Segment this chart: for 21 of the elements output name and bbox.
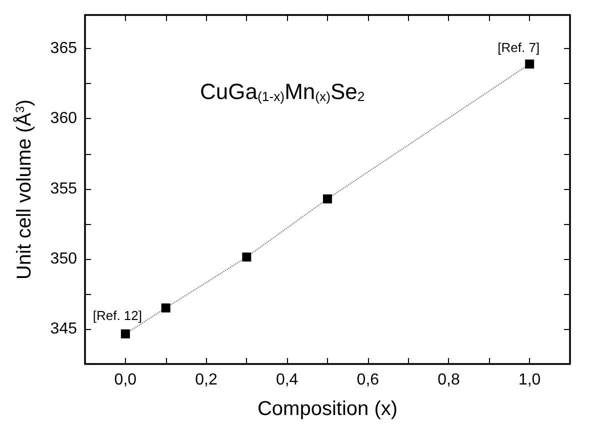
text: CuGa(1-x)Mn(x)Se2 xyxy=(200,78,365,104)
x-axis-title: Composition (x) xyxy=(257,398,398,420)
point xyxy=(323,194,332,204)
x-tick-label: 0,2 xyxy=(195,372,218,388)
annotation: [Ref. 7] xyxy=(498,40,540,56)
point xyxy=(242,252,252,262)
y-tick-label: 350 xyxy=(50,250,78,268)
point xyxy=(161,303,170,312)
y-tick-label: 365 xyxy=(50,40,78,58)
x-tick-label: 0,6 xyxy=(356,372,380,388)
point xyxy=(120,329,130,338)
point xyxy=(525,60,534,69)
y-tick-label: 360 xyxy=(50,110,78,128)
y-axis-title: Unit cell volume (Å3) xyxy=(12,99,36,280)
x-tick-label: 0,4 xyxy=(276,372,298,388)
annotation: [Ref. 12] xyxy=(92,308,142,323)
x-tick-label: 1,0 xyxy=(518,372,541,388)
x-tick-label: 0,0 xyxy=(114,372,137,388)
y-tick-label: 355 xyxy=(50,180,78,198)
x-tick-label: 0,8 xyxy=(438,372,460,388)
y-tick-label: 345 xyxy=(50,320,78,338)
